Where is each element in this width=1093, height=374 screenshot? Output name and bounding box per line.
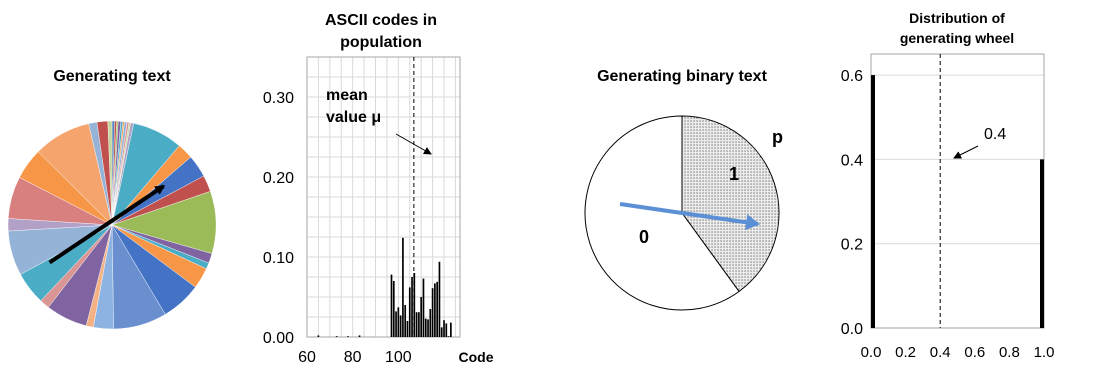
ascii-hist-annotation-line2: value μ [326, 109, 381, 126]
ascii-hist-bar [347, 336, 349, 337]
pie-text-slice [107, 120, 113, 226]
ascii-hist-bar [447, 336, 450, 337]
ascii-hist-bar [427, 319, 429, 337]
wheel-dist-bar [1040, 159, 1044, 328]
ascii-hist-bar [450, 322, 452, 337]
ascii-hist-bar [406, 321, 409, 337]
binary-pie-slice [584, 115, 740, 311]
ascii-hist-bar [335, 336, 338, 337]
ascii-hist-title-line2: population [340, 34, 422, 51]
ascii-hist-bar [392, 281, 395, 337]
ascii-hist-bar [397, 307, 400, 337]
pie-text-title: Generating text [53, 68, 171, 85]
ascii-hist-y-tick-label: 0.30 [263, 90, 294, 107]
ascii-hist-bar [402, 237, 404, 337]
ascii-hist-x-label: Code [459, 349, 494, 365]
ascii-hist-bars [317, 237, 452, 337]
wheel-dist-title-line1: Distribution of [909, 10, 1005, 26]
wheel-dist-x-ticks: 0.0 0.2 0.4 0.6 0.8 1.0 [861, 344, 1055, 361]
ascii-hist-bar [408, 287, 411, 337]
wheel-dist-bar [871, 75, 875, 328]
ascii-hist-bar [434, 283, 436, 337]
wheel-dist-x-tick-label: 0.8 [999, 344, 1020, 361]
ascii-hist-x-tick-label: 60 [298, 349, 316, 366]
ascii-hist-bar [443, 320, 445, 337]
wheel-dist-title-line2: generating wheel [900, 30, 1014, 46]
ascii-hist-bar [422, 278, 425, 337]
ascii-hist-bar [404, 305, 407, 337]
wheel-dist-bars [871, 75, 1044, 328]
ascii-hist-bar [440, 327, 443, 337]
wheel-dist-x-tick-label: 0.2 [895, 344, 916, 361]
ascii-hist-y-tick-label: 0.20 [263, 170, 294, 187]
wheel-dist-x-tick-label: 0.0 [861, 344, 882, 361]
wheel-dist-y-tick-label: 0.6 [841, 68, 863, 85]
ascii-hist-bar [411, 277, 413, 337]
ascii-hist-bar [399, 315, 402, 337]
ascii-hist-panel: ASCII codes in population 0.000.100.200.… [263, 12, 494, 366]
binary-pie-title: Generating binary text [597, 68, 767, 85]
ascii-hist-bar [431, 288, 434, 337]
ascii-hist-title-line1: ASCII codes in [325, 12, 437, 29]
wheel-dist-y-tick-label: 0.0 [841, 321, 863, 338]
binary-pie-label-zero: 0 [639, 227, 649, 247]
wheel-dist-x-tick-label: 0.6 [964, 344, 985, 361]
binary-pie-slices [584, 115, 780, 311]
wheel-dist-annotation: 0.4 [984, 126, 1006, 143]
wheel-dist-y-ticks: 0.0 0.2 0.4 0.6 [841, 68, 863, 338]
ascii-hist-x-ticks: 60 80 100 [298, 349, 412, 366]
wheel-dist-x-tick-label: 0.4 [930, 344, 951, 361]
wheel-dist-y-tick-label: 0.2 [841, 237, 863, 254]
ascii-hist-x-tick-label: 100 [385, 349, 412, 366]
ascii-hist-annotation-arrow [395, 133, 432, 155]
ascii-hist-bar [445, 323, 448, 337]
wheel-dist-y-tick-label: 0.4 [841, 152, 863, 169]
ascii-hist-bar [420, 297, 423, 337]
binary-pie-slice [681, 115, 780, 293]
wheel-dist-x-tick-label: 1.0 [1034, 344, 1055, 361]
pie-text-slices [7, 120, 217, 330]
ascii-hist-bar [395, 311, 397, 337]
pie-text-panel: Generating text [7, 68, 217, 330]
ascii-hist-bar [438, 261, 441, 337]
binary-pie-label-p: p [772, 127, 783, 147]
ascii-hist-bar [418, 312, 420, 337]
binary-pie-panel: Generating binary text 1 0 p [584, 68, 783, 311]
ascii-hist-bar [358, 335, 361, 337]
ascii-hist-bar [415, 312, 418, 337]
ascii-hist-y-tick-label: 0.10 [263, 250, 294, 267]
ascii-hist-grid [307, 57, 460, 337]
ascii-hist-annotation-line1: mean [326, 87, 368, 104]
ascii-hist-bar [436, 281, 439, 337]
ascii-hist-bar [317, 335, 320, 337]
ascii-hist-x-tick-label: 80 [344, 349, 362, 366]
binary-pie-label-one: 1 [729, 164, 739, 184]
ascii-hist-bar [429, 309, 432, 337]
ascii-hist-y-ticks: 0.00 0.10 0.20 0.30 [263, 90, 294, 347]
binary-pie-arrow [619, 202, 760, 231]
wheel-dist-plot-frame [870, 53, 1045, 329]
ascii-hist-plot-frame [306, 56, 461, 338]
wheel-dist-grid [871, 74, 1044, 245]
ascii-hist-bar [424, 318, 427, 337]
ascii-hist-bar [390, 274, 393, 337]
ascii-hist-y-tick-label: 0.00 [263, 330, 294, 347]
pie-text-arrow [48, 184, 166, 265]
wheel-dist-panel: Distribution of generating wheel 0.00.20… [841, 10, 1055, 361]
wheel-dist-annotation-arrow [953, 145, 979, 159]
